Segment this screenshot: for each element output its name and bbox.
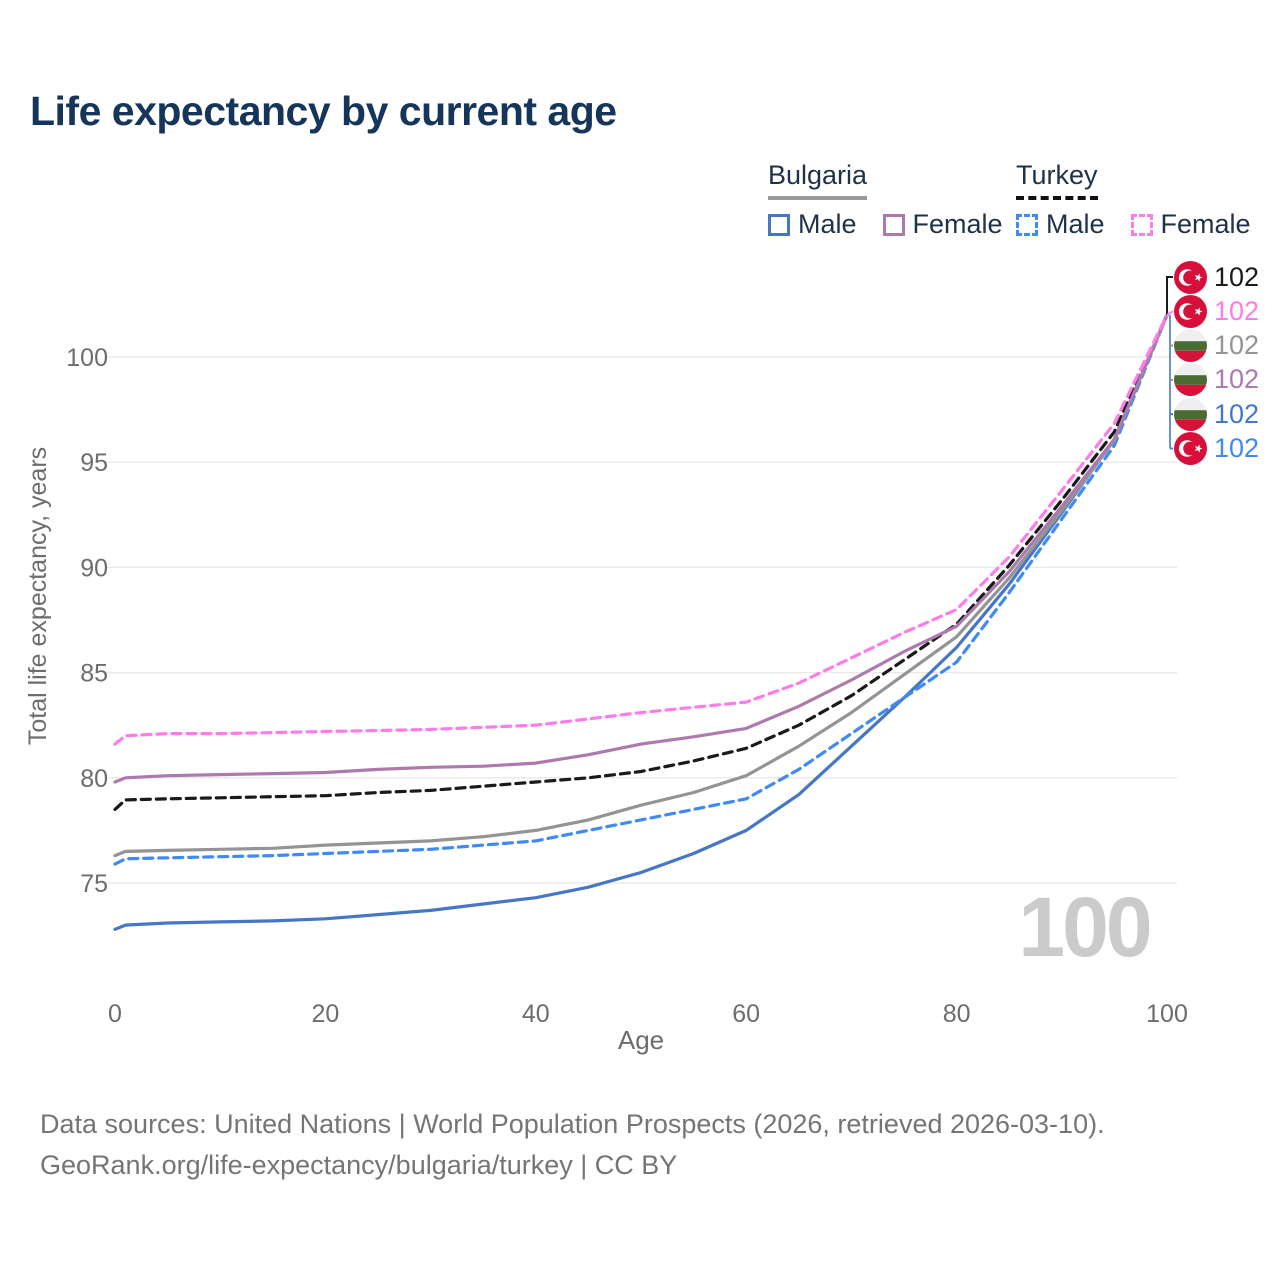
y-axis-title: Total life expectancy, years — [24, 447, 52, 745]
legend-item-label: Male — [798, 209, 857, 239]
x-tick-label: 100 — [1146, 1000, 1188, 1028]
bulgaria-flag-icon — [1174, 363, 1207, 397]
watermark-age-label: 100 — [1018, 880, 1149, 974]
legend-item-label: Female — [1160, 209, 1251, 239]
bulgaria-flag-icon — [1174, 329, 1207, 363]
legend-item-bulgaria-male[interactable]: Male — [768, 209, 857, 240]
leader-line — [1166, 310, 1174, 316]
x-tick-label: 80 — [943, 1000, 971, 1028]
end-label-row: 102 — [1174, 432, 1259, 466]
end-label-value: 102 — [1214, 433, 1260, 463]
legend-swatch-solid-icon — [882, 213, 905, 236]
end-label-value: 102 — [1214, 330, 1260, 361]
turkey-flag-icon — [1174, 294, 1207, 328]
legend-group-title-turkey: Turkey — [1016, 160, 1098, 200]
y-tick-label: 75 — [80, 870, 108, 898]
y-tick-label: 95 — [80, 449, 108, 477]
legend-group-turkey: Turkey Male Female — [1016, 160, 1251, 240]
page-title: Life expectancy by current age — [30, 88, 617, 134]
end-label-value: 102 — [1214, 398, 1260, 429]
y-tick-label: 90 — [80, 554, 108, 582]
x-tick-label: 60 — [732, 1000, 760, 1028]
series-line-bulgaria-male — [113, 313, 1169, 931]
series-line-turkey-male — [113, 313, 1169, 866]
turkey-flag-icon — [1174, 260, 1207, 294]
legend-item-bulgaria-female[interactable]: Female — [882, 209, 1003, 240]
legend-item-label: Female — [912, 209, 1003, 239]
x-tick-label: 40 — [522, 1000, 550, 1028]
legend-item-turkey-female[interactable]: Female — [1130, 209, 1251, 240]
legend-swatch-dashed-icon — [1130, 213, 1153, 236]
footer-data-sources: Data sources: United Nations | World Pop… — [40, 1109, 1105, 1139]
end-label-value: 102 — [1214, 261, 1260, 292]
end-label-row: 102 — [1174, 329, 1259, 363]
y-tick-label: 85 — [80, 660, 108, 688]
footer-attribution-link: GeoRank.org/life-expectancy/bulgaria/tur… — [40, 1150, 678, 1180]
end-label-row: 102 — [1174, 363, 1259, 397]
bulgaria-flag-icon — [1174, 397, 1207, 431]
end-label-value: 102 — [1214, 295, 1260, 326]
legend-group-title-bulgaria: Bulgaria — [768, 160, 868, 200]
leader-line — [1166, 276, 1173, 315]
turkey-flag-icon — [1174, 432, 1207, 465]
y-tick-label: 80 — [80, 765, 108, 793]
end-label-row: 102 — [1174, 260, 1259, 294]
series-line-bulgaria-female — [113, 313, 1169, 784]
series-line-turkey-both-sexes — [113, 313, 1169, 812]
legend-item-label: Male — [1046, 209, 1105, 239]
y-tick-label: 100 — [66, 344, 108, 372]
series-line-bulgaria-both-sexes — [113, 313, 1169, 858]
x-tick-label: 20 — [311, 1000, 339, 1028]
legend-item-turkey-male[interactable]: Male — [1016, 209, 1105, 240]
end-label-row: 102 — [1174, 294, 1259, 328]
end-label-row: 102 — [1174, 397, 1259, 431]
x-tick-label: 0 — [108, 1000, 122, 1028]
x-axis-title: Age — [618, 1025, 664, 1055]
legend-group-bulgaria: Bulgaria Male Female — [768, 160, 1003, 240]
legend-swatch-solid-icon — [768, 213, 790, 236]
legend-swatch-dashed-icon — [1016, 213, 1038, 236]
footer: Data sources: United Nations | World Pop… — [40, 1104, 1105, 1186]
end-label-value: 102 — [1214, 364, 1260, 395]
series-line-turkey-female — [113, 313, 1169, 746]
